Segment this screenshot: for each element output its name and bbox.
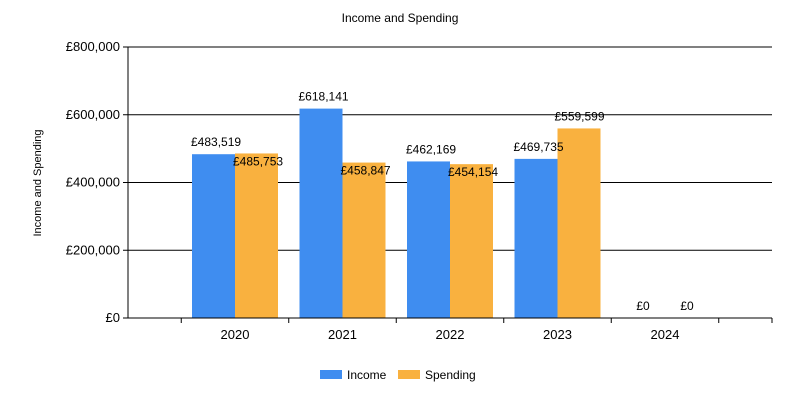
bars bbox=[192, 108, 601, 318]
legend-label-spending: Spending bbox=[425, 368, 476, 382]
y-tick-label: £200,000 bbox=[66, 242, 120, 257]
data-label-income-2023: £469,735 bbox=[514, 140, 564, 154]
data-label-spending-2024: £0 bbox=[680, 299, 694, 313]
bar-spending-2022 bbox=[450, 164, 493, 318]
chart-title: Income and Spending bbox=[342, 11, 459, 25]
legend-swatch-income bbox=[320, 370, 342, 379]
x-tick-label: 2020 bbox=[221, 327, 250, 342]
bar-income-2022 bbox=[407, 161, 450, 318]
y-axis-label: Income and Spending bbox=[32, 129, 44, 236]
data-label-income-2021: £618,141 bbox=[299, 90, 349, 104]
bar-income-2023 bbox=[514, 158, 558, 318]
x-tick-label: 2022 bbox=[436, 327, 465, 342]
data-labels: £483,519 £485,753 £618,141 £458,847 £462,169… bbox=[191, 90, 694, 313]
x-tick-label: 2024 bbox=[651, 327, 680, 342]
data-label-spending-2021: £458,847 bbox=[341, 164, 391, 178]
y-tick-label: £800,000 bbox=[66, 39, 120, 54]
x-tick-label: 2021 bbox=[328, 327, 357, 342]
legend-swatch-spending bbox=[398, 370, 420, 379]
axes: £0 £200,000 £400,000 £600,000 £800,000 2020 20… bbox=[66, 39, 773, 342]
y-tick-label: £0 bbox=[106, 310, 120, 325]
data-label-spending-2022: £454,154 bbox=[448, 165, 498, 179]
data-label-income-2020: £483,519 bbox=[191, 135, 241, 149]
bar-income-2021 bbox=[299, 108, 343, 318]
data-label-income-2024: £0 bbox=[636, 299, 650, 313]
y-tick-label: £400,000 bbox=[66, 175, 120, 190]
legend: Income Spending bbox=[320, 368, 476, 382]
bar-spending-2021 bbox=[342, 162, 386, 318]
data-label-income-2022: £462,169 bbox=[406, 142, 456, 156]
y-tick-label: £600,000 bbox=[66, 107, 120, 122]
legend-label-income: Income bbox=[347, 368, 387, 382]
data-label-spending-2020: £485,753 bbox=[233, 154, 283, 168]
bar-spending-2023 bbox=[557, 128, 601, 318]
data-label-spending-2023: £559,599 bbox=[554, 109, 604, 123]
x-tick-label: 2023 bbox=[543, 327, 572, 342]
bar-income-2020 bbox=[192, 154, 235, 318]
bar-spending-2020 bbox=[235, 153, 278, 318]
